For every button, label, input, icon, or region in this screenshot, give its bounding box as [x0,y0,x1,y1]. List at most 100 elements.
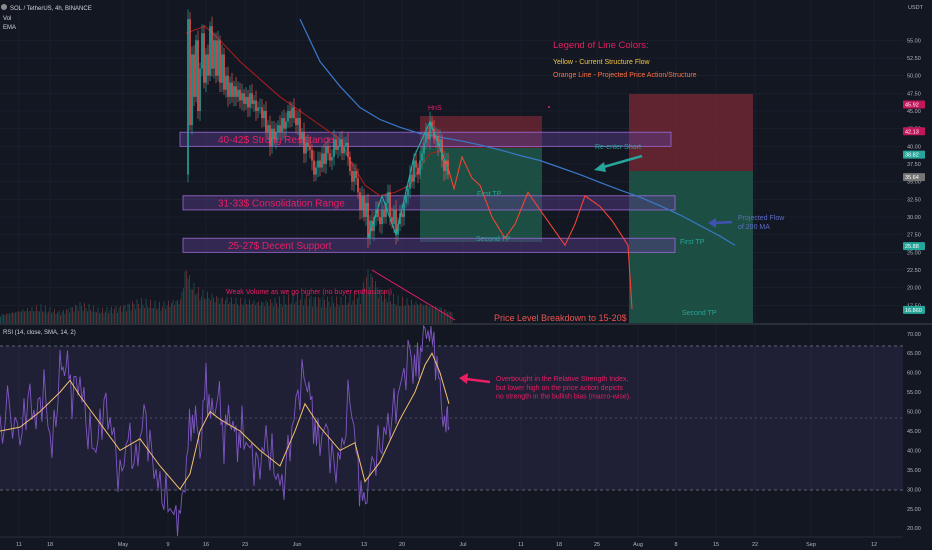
volume-bar [268,306,270,323]
candle-body [389,192,391,217]
candle-body [319,160,321,168]
volume-bar [393,293,394,323]
projected-flow-arrow [713,220,733,225]
candle-body [293,107,295,119]
candle-body [191,54,193,126]
volume-bar [405,305,406,323]
price-badge [903,305,925,314]
candle-body [257,107,259,111]
volume-bar [141,297,142,323]
volume-bar [363,282,364,323]
reenter-arrow [599,154,643,170]
candle-body [391,217,393,225]
volume-bar [37,311,39,323]
volume-bar [333,302,334,323]
volume-bar [307,306,309,323]
price-badge [903,242,925,251]
candle-body [439,139,441,147]
time-tick-label: 15 [713,542,719,548]
volume-bar [232,303,234,323]
volume-bar [97,307,99,323]
reenter-arrow-head [594,162,606,172]
volume-bar [204,299,205,323]
volume-bar [15,312,16,323]
volume-bar [310,295,312,323]
price-tick-label: 37.50 [907,162,921,168]
volume-bar [234,304,235,323]
volume-bar [246,304,247,323]
candle-body [427,132,429,140]
volume-bar [223,304,225,323]
candle-body [215,40,217,76]
volume-bar [180,299,181,323]
price-tick-label: 32.50 [907,197,921,203]
volume-bar [87,311,88,323]
candle-body [213,40,215,69]
volume-bar [250,304,252,323]
volume-bar [420,303,421,323]
volume-bar [19,311,21,323]
volume-bar [271,302,273,323]
first-tp-label: First TP [680,239,705,246]
volume-bar [432,306,433,323]
volume-bar [189,275,190,323]
price-tick-label: 27.50 [907,233,921,239]
volume-bar [387,302,388,323]
volume-bar [313,297,315,323]
volume-bar [258,301,259,323]
volume-bar [429,307,430,323]
price-tick-label: 30.00 [907,215,921,221]
candle-body [421,153,423,161]
candle-body [379,217,381,225]
candle-body [217,40,219,76]
zone-rect [182,237,676,253]
volume-bar [376,287,378,323]
volume-bar [1,314,3,323]
volume-bar [130,310,132,323]
candle-body [395,209,397,235]
volume-bar [378,297,379,323]
candle-body [405,195,407,203]
volume-bar [36,305,37,323]
volume-bar [283,295,285,323]
candle-body [313,160,315,175]
candle-body [277,125,279,133]
first-tp-label-small: First TP [477,191,502,198]
volume-bar [418,305,420,323]
volume-bar [412,304,414,323]
volume-bar [285,304,286,323]
volume-bar [370,273,372,323]
zone-rect [182,195,676,211]
volume-bar [319,298,321,323]
rsi-tick-label: 65.00 [907,351,921,357]
volume-bar [403,305,405,323]
candle-body [199,68,201,111]
volume-bar [76,306,78,323]
volume-bar [369,286,370,323]
volume-bar [262,302,264,323]
price-candles [187,9,449,248]
volume-bar [195,294,196,323]
candle-body [387,192,389,203]
time-tick-label: 11 [518,542,524,548]
volume-bar [439,307,441,323]
volume-bar [184,271,186,323]
rsi-tick-label: 55.00 [907,390,921,396]
volume-bar [81,305,82,323]
volume-bar [118,307,120,323]
volume-bar [415,301,417,323]
candle-body [249,93,251,108]
volume-bar [295,301,297,323]
candle-body [445,160,447,172]
volume-bar [330,307,331,323]
volume-bar [316,306,318,323]
price-badge [903,100,925,109]
volume-bar [247,304,249,323]
candle-body [281,118,283,133]
candle-body [291,107,293,119]
volume-bar [43,311,45,323]
volume-bar [166,305,168,323]
price-tick-label: 25.00 [907,250,921,256]
